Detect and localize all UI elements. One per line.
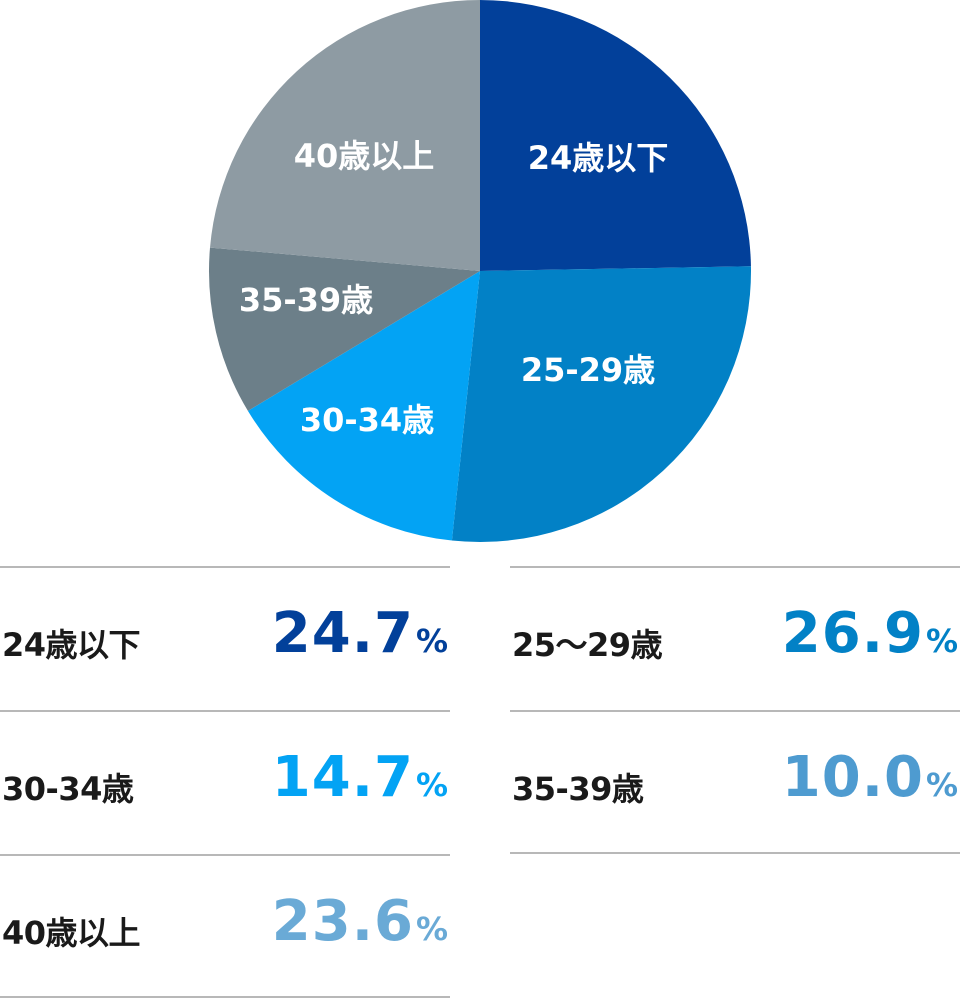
stat-number: 23.6 <box>271 889 414 954</box>
stat-label: 35-39歳 <box>512 770 644 808</box>
stat-unit: % <box>925 622 958 660</box>
pie-chart: 24歳以下 25-29歳 30-34歳 35-39歳 40歳以上 <box>208 0 752 542</box>
pie-slice-5 <box>210 0 480 271</box>
stat-row-2: 25〜29歳 26.9% <box>510 566 960 710</box>
stat-unit: % <box>925 766 958 804</box>
stat-row-5: 40歳以上 23.6% <box>0 854 450 998</box>
stat-row-1: 24歳以下 24.7% <box>0 566 450 710</box>
stat-value: 23.6% <box>272 894 448 950</box>
stat-value: 10.0% <box>782 750 958 806</box>
slice-label-3: 30-34歳 <box>300 401 434 439</box>
stat-label: 30-34歳 <box>2 770 134 808</box>
stat-number: 26.9 <box>781 601 924 666</box>
stat-row-3: 30-34歳 14.7% <box>0 710 450 854</box>
pie-slice-3 <box>247 271 480 541</box>
stat-value: 14.7% <box>272 750 448 806</box>
stat-label: 24歳以下 <box>2 626 141 664</box>
stat-number: 24.7 <box>271 601 414 666</box>
stat-label: 40歳以上 <box>2 914 141 952</box>
slice-label-4: 35-39歳 <box>239 281 373 319</box>
stat-value: 24.7% <box>272 606 448 662</box>
stat-number: 10.0 <box>781 745 924 810</box>
slice-label-5: 40歳以上 <box>294 137 435 175</box>
pie-slice-2 <box>451 266 752 542</box>
stat-unit: % <box>415 766 448 804</box>
slice-label-2: 25-29歳 <box>521 351 655 389</box>
stat-number: 14.7 <box>271 745 414 810</box>
stat-row-4: 35-39歳 10.0% <box>510 710 960 854</box>
pie-slice-4 <box>208 247 480 411</box>
stat-unit: % <box>415 622 448 660</box>
pie-slice-1 <box>480 0 751 271</box>
stat-label: 25〜29歳 <box>512 626 663 664</box>
stat-unit: % <box>415 910 448 948</box>
slice-label-1: 24歳以下 <box>528 139 669 177</box>
stat-value: 26.9% <box>782 606 958 662</box>
